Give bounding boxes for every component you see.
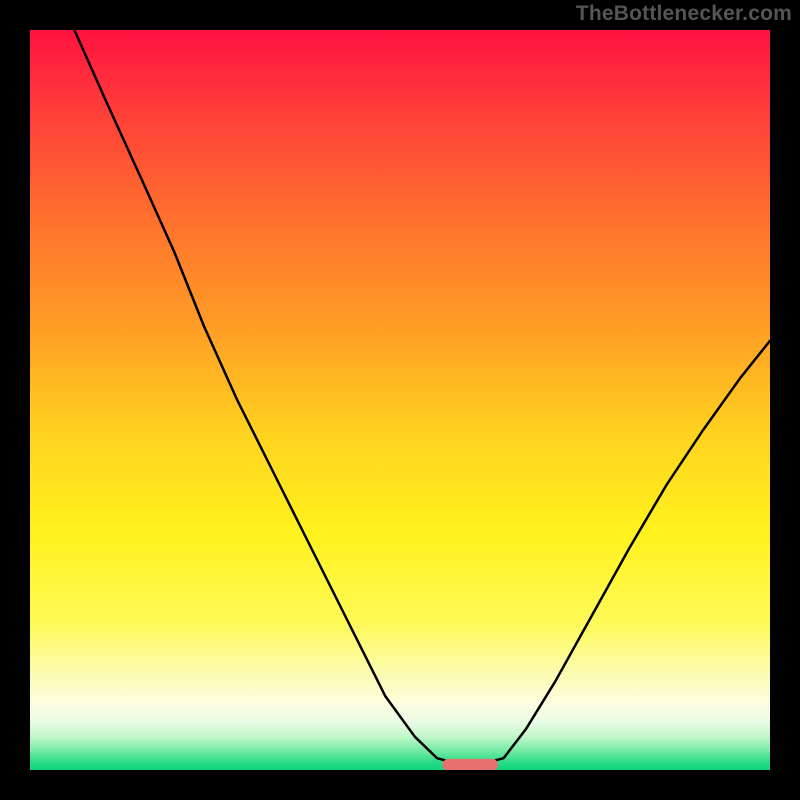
chart-stage: TheBottlenecker.com <box>0 0 800 800</box>
plot-area <box>30 30 770 770</box>
optimum-marker <box>443 759 499 770</box>
chart-svg <box>30 30 770 770</box>
gradient-background <box>30 30 770 770</box>
watermark-text: TheBottlenecker.com <box>576 2 792 26</box>
